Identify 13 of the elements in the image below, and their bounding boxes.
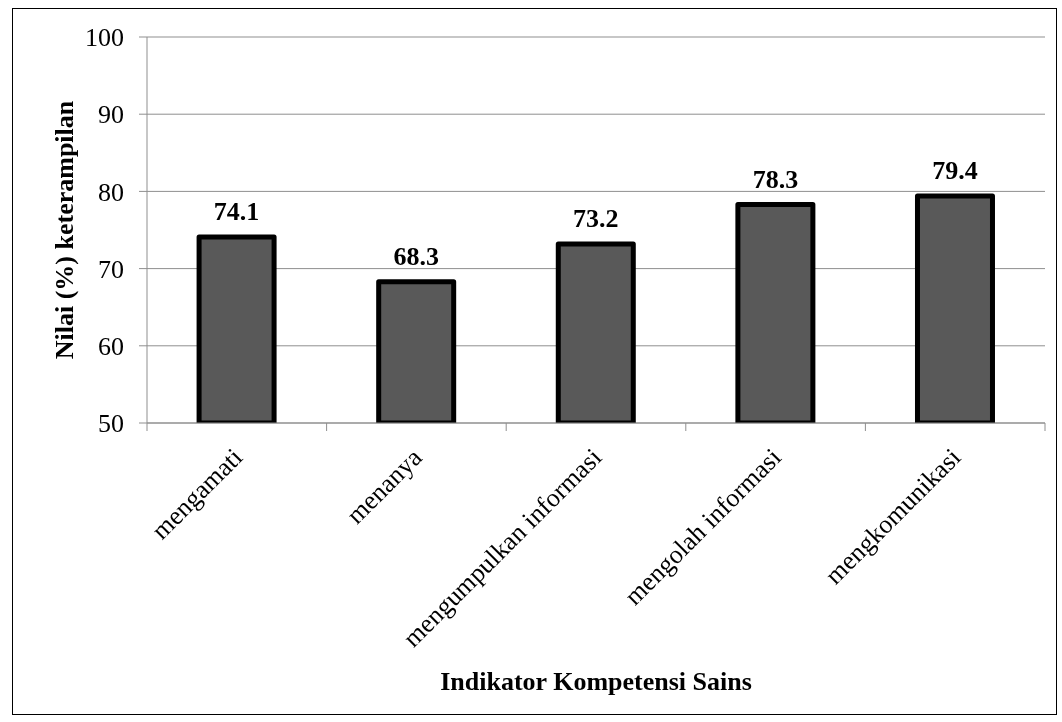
y-tick-label: 70 [98, 254, 124, 284]
data-label: 73.2 [573, 203, 619, 233]
x-axis-title: Indikator Kompetensi Sains [440, 666, 752, 696]
data-label: 74.1 [213, 196, 260, 226]
y-tick-label: 80 [98, 177, 124, 207]
y-tick-label: 100 [85, 23, 124, 53]
y-tick-label: 60 [98, 332, 124, 362]
data-label: 68.3 [393, 241, 439, 271]
data-label: 78.3 [752, 164, 799, 194]
data-label: 79.4 [932, 156, 978, 186]
y-tick-label: 90 [98, 100, 124, 130]
y-axis-title: Nilai (%) keterampilan [49, 100, 79, 360]
y-tick-label: 50 [98, 409, 124, 439]
